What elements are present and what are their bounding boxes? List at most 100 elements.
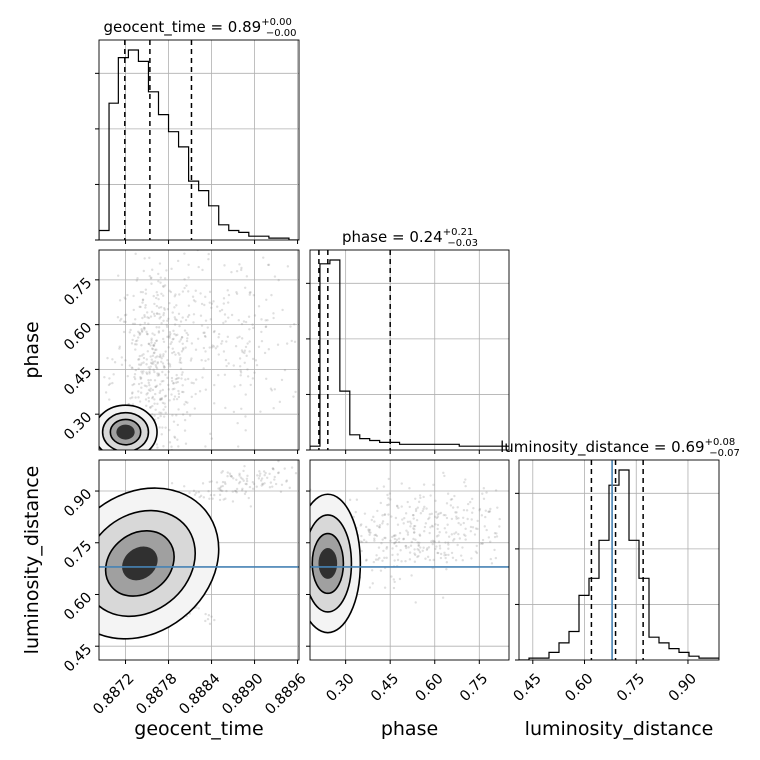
sample-point <box>466 517 469 521</box>
sample-point <box>355 498 359 501</box>
sample-point <box>487 510 491 513</box>
sample-point <box>130 392 134 395</box>
sample-point <box>461 559 464 562</box>
sample-point <box>163 402 166 405</box>
sample-point <box>264 325 268 328</box>
sample-point <box>439 556 443 560</box>
sample-point <box>181 413 185 416</box>
sample-point <box>173 306 176 309</box>
sample-point <box>117 466 119 468</box>
sample-point <box>267 263 271 267</box>
sample-point <box>464 484 467 488</box>
sample-point <box>139 375 142 379</box>
sample-point <box>154 296 158 300</box>
x-tick-label: 0.8884 <box>176 671 223 718</box>
sample-point <box>396 558 400 562</box>
sample-point <box>156 446 159 449</box>
sample-point <box>194 289 197 292</box>
density-contour <box>116 424 135 440</box>
sample-point <box>133 375 136 379</box>
sample-point <box>266 318 269 322</box>
sample-point <box>157 280 160 283</box>
sample-point <box>178 465 180 467</box>
sample-point <box>122 450 124 452</box>
sample-point <box>161 329 165 332</box>
sample-point <box>520 526 522 528</box>
sample-point <box>186 337 189 340</box>
sample-point <box>236 421 239 425</box>
sample-point <box>418 550 422 554</box>
sample-point <box>216 305 219 308</box>
sample-point <box>409 544 413 547</box>
sample-point <box>411 513 415 517</box>
sample-point <box>166 237 168 239</box>
sample-point <box>373 539 376 542</box>
sample-point <box>92 537 94 539</box>
sample-point <box>141 301 144 304</box>
x-axis-label-luminosity_distance: luminosity_distance <box>525 718 714 740</box>
sample-point <box>264 319 267 322</box>
sample-point <box>429 526 432 529</box>
sample-point <box>175 318 178 322</box>
sample-point <box>137 358 140 361</box>
sample-point <box>243 464 246 468</box>
sample-point <box>289 536 291 538</box>
sample-point <box>149 277 153 280</box>
sample-point <box>218 498 222 502</box>
sample-point <box>478 509 481 512</box>
sample-point <box>181 342 184 346</box>
sample-point <box>142 370 145 373</box>
sample-point <box>394 516 398 520</box>
sample-point <box>443 551 446 555</box>
sample-point <box>378 523 382 527</box>
sample-point <box>423 525 427 529</box>
sample-point <box>80 521 82 523</box>
sample-point <box>408 505 411 509</box>
sample-point <box>155 384 159 387</box>
sample-point <box>157 272 160 276</box>
sample-point <box>139 363 142 367</box>
sample-point <box>155 291 158 294</box>
sample-point <box>168 336 171 339</box>
sample-point <box>145 311 149 314</box>
sample-point <box>435 545 438 548</box>
sample-point <box>456 506 459 509</box>
sample-point <box>153 314 156 318</box>
sample-point <box>153 333 156 337</box>
sample-point <box>404 559 407 563</box>
sample-point <box>202 346 206 350</box>
sample-point <box>232 477 235 480</box>
sample-point <box>375 487 379 490</box>
sample-point <box>204 445 207 448</box>
sample-point <box>435 535 439 538</box>
sample-point <box>461 546 464 549</box>
sample-point <box>108 377 111 380</box>
sample-point <box>368 586 372 589</box>
sample-point <box>156 402 159 406</box>
sample-point <box>176 333 179 336</box>
sample-point <box>376 509 379 513</box>
sample-point <box>149 361 153 365</box>
sample-point <box>130 366 133 369</box>
sample-point <box>163 395 167 398</box>
sample-point <box>183 485 186 488</box>
sample-point <box>151 347 155 351</box>
sample-point <box>151 388 155 392</box>
sample-point <box>396 505 399 508</box>
sample-point <box>166 335 169 339</box>
sample-point <box>142 356 146 360</box>
sample-point <box>386 523 389 526</box>
sample-point <box>154 348 157 352</box>
sample-point <box>277 471 280 475</box>
sample-point <box>240 337 244 340</box>
sample-point <box>159 398 163 401</box>
sample-point <box>156 361 160 364</box>
sample-point <box>414 538 417 541</box>
sample-point <box>116 316 120 319</box>
sample-point <box>254 359 258 362</box>
sample-point <box>148 256 151 260</box>
sample-point <box>145 330 148 334</box>
sample-point <box>260 477 264 480</box>
sample-point <box>416 541 419 544</box>
sample-point <box>236 336 239 339</box>
